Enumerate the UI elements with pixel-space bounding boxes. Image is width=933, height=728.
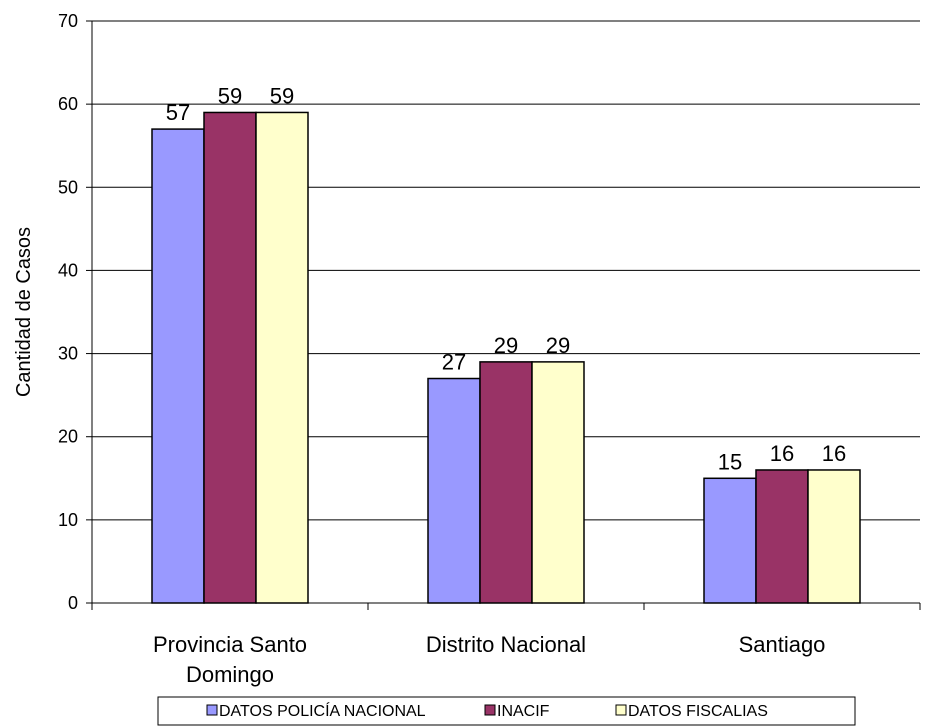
y-tick-label: 70 [58, 11, 78, 31]
bar [531, 361, 585, 604]
x-category-label: Domingo [186, 662, 274, 687]
data-label: 29 [494, 333, 518, 358]
bar [427, 377, 481, 604]
y-tick-label: 0 [68, 593, 78, 613]
legend: DATOS POLICÍA NACIONAL INACIF DATOS FISCAL… [157, 696, 856, 726]
y-tick-label: 30 [58, 344, 78, 364]
bars [151, 111, 861, 604]
legend-label: DATOS FISCALIAS [628, 703, 768, 720]
y-tick-label: 20 [58, 427, 78, 447]
data-labels: 57 59 59 27 29 29 15 16 16 [166, 83, 846, 474]
x-category-label: Santiago [739, 632, 826, 657]
bar [151, 128, 205, 604]
legend-label: INACIF [497, 703, 550, 720]
data-label: 59 [270, 83, 294, 108]
legend-swatch [206, 704, 218, 716]
bar [479, 361, 533, 604]
y-tick-labels: 0 10 20 30 40 50 60 70 [58, 11, 78, 613]
data-label: 16 [822, 441, 846, 466]
bar [807, 469, 861, 604]
bar [703, 477, 757, 604]
y-axis-title: Cantidad de Casos [13, 227, 35, 397]
axes [86, 20, 921, 610]
legend-label: DATOS POLICÍA NACIONAL [219, 701, 426, 720]
y-tick-label: 40 [58, 260, 78, 280]
y-tick-label: 10 [58, 510, 78, 530]
legend-swatch [484, 704, 496, 716]
bar [755, 469, 809, 604]
bar [203, 111, 257, 604]
data-label: 16 [770, 441, 794, 466]
data-label: 59 [218, 83, 242, 108]
data-label: 57 [166, 100, 190, 125]
x-category-label: Distrito Nacional [426, 632, 586, 657]
legend-swatch [615, 704, 627, 716]
x-category-labels: Provincia Santo Domingo Distrito Nacional S… [153, 632, 825, 687]
x-category-label: Provincia Santo [153, 632, 307, 657]
y-tick-label: 50 [58, 177, 78, 197]
legend-box [157, 696, 856, 726]
data-label: 15 [718, 449, 742, 474]
bar [255, 111, 309, 604]
y-tick-label: 60 [58, 94, 78, 114]
data-label: 29 [546, 333, 570, 358]
data-label: 27 [442, 350, 466, 375]
